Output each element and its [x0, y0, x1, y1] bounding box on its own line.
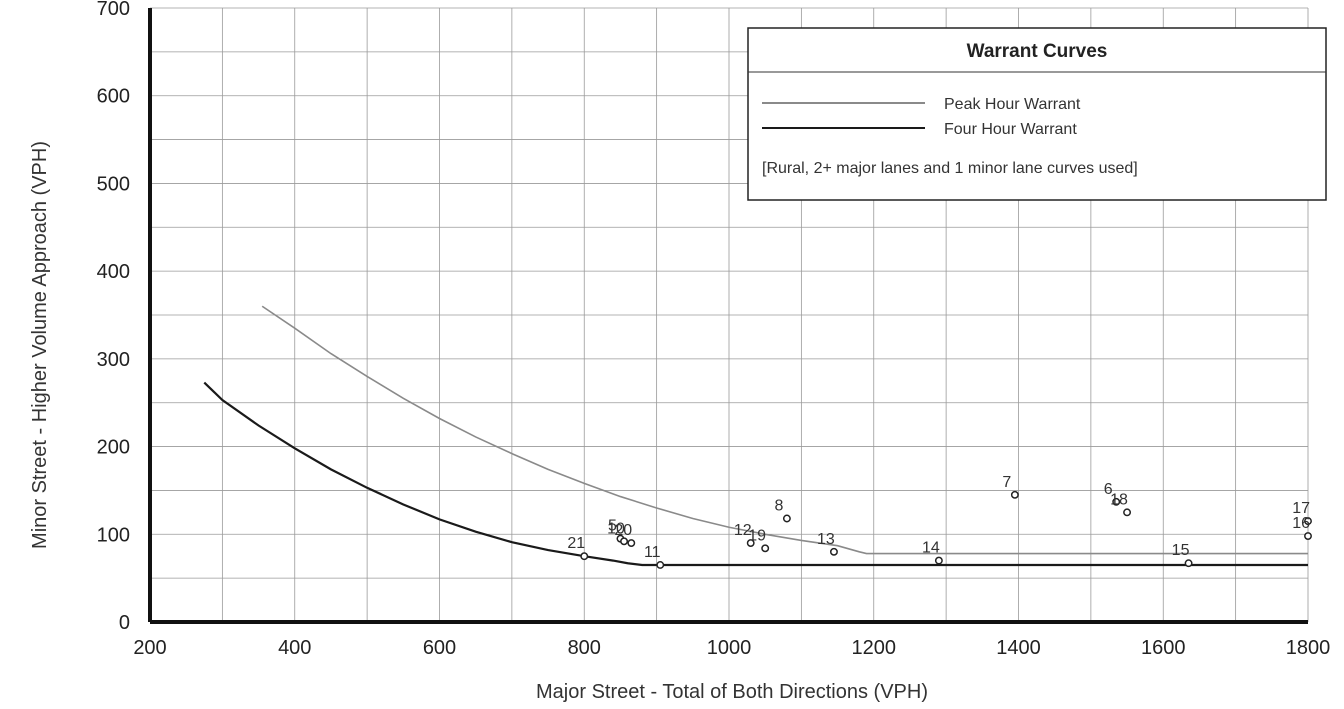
data-point-label: 15: [1172, 542, 1190, 559]
data-point: [1184, 559, 1193, 568]
x-tick-label: 1400: [996, 637, 1041, 659]
y-tick-label: 100: [97, 524, 130, 546]
y-tick-label: 0: [119, 612, 130, 634]
data-point-label: 10: [607, 520, 625, 537]
data-point: [761, 544, 770, 553]
data-point: [1123, 508, 1132, 517]
legend: Warrant Curves Peak Hour Warrant Four Ho…: [747, 27, 1327, 201]
data-point: [1304, 517, 1312, 526]
warrant-curves: [203, 305, 1308, 567]
data-point-label: 8: [774, 497, 783, 514]
y-tick-label: 500: [97, 173, 130, 195]
x-tick-label: 800: [568, 637, 601, 659]
data-point-label: 5: [608, 518, 617, 535]
data-point-label: 14: [922, 540, 940, 557]
x-tick-label: 1000: [707, 637, 752, 659]
peak-hour-warrant-line: [261, 305, 1308, 555]
data-point: [627, 539, 636, 548]
data-point: [580, 552, 589, 561]
x-tick-label: 600: [423, 637, 456, 659]
data-point-label: 16: [1292, 515, 1310, 532]
x-axis-title: Major Street - Total of Both Directions …: [536, 681, 928, 703]
data-point-label: 19: [748, 527, 766, 544]
gridlines: [149, 7, 1309, 623]
data-point-label: 11: [644, 544, 661, 561]
data-point-label: 17: [1292, 500, 1310, 517]
legend-title: Warrant Curves: [967, 41, 1108, 62]
y-tick-label: 300: [97, 349, 130, 371]
data-point-label: 7: [1002, 474, 1011, 491]
y-tick-label: 600: [97, 86, 130, 108]
data-point-label: 21: [567, 535, 585, 552]
data-point: [934, 556, 943, 565]
data-point: [620, 537, 629, 546]
x-tick-label: 1600: [1141, 637, 1186, 659]
y-axis-title: Minor Street - Higher Volume Approach (V…: [29, 141, 51, 549]
legend-box: [747, 27, 1327, 201]
data-point-label: 12: [734, 522, 752, 539]
data-point: [1304, 532, 1312, 540]
tick-labels: 200 400 600 800 1000 1200 1400 1600 1800 0 100 200 3…: [97, 0, 1331, 659]
legend-note: [Rural, 2+ major lanes and 1 minor lane …: [762, 160, 1138, 177]
data-point: [1112, 497, 1121, 506]
data-point: [1010, 490, 1019, 499]
axes: [148, 8, 1308, 624]
x-tick-label: 200: [133, 637, 166, 659]
data-point-label: 18: [1110, 491, 1128, 508]
y-tick-label: 400: [97, 261, 130, 283]
data-point: [656, 561, 665, 569]
data-point-label: 6: [1104, 481, 1113, 498]
four-hour-warrant-line: [203, 381, 1308, 567]
x-tick-label: 1200: [852, 637, 897, 659]
data-point: [829, 547, 838, 556]
data-point-label: 20: [614, 522, 632, 539]
x-tick-label: 400: [278, 637, 311, 659]
data-point-label: 13: [817, 531, 835, 548]
y-tick-label: 700: [97, 0, 130, 20]
data-point: [746, 539, 755, 548]
y-tick-label: 200: [97, 437, 130, 459]
x-tick-label: 1800: [1286, 637, 1331, 659]
data-point: [782, 514, 791, 523]
legend-entry-peak-hour: Peak Hour Warrant: [944, 96, 1081, 113]
legend-entry-four-hour: Four Hour Warrant: [944, 121, 1077, 138]
